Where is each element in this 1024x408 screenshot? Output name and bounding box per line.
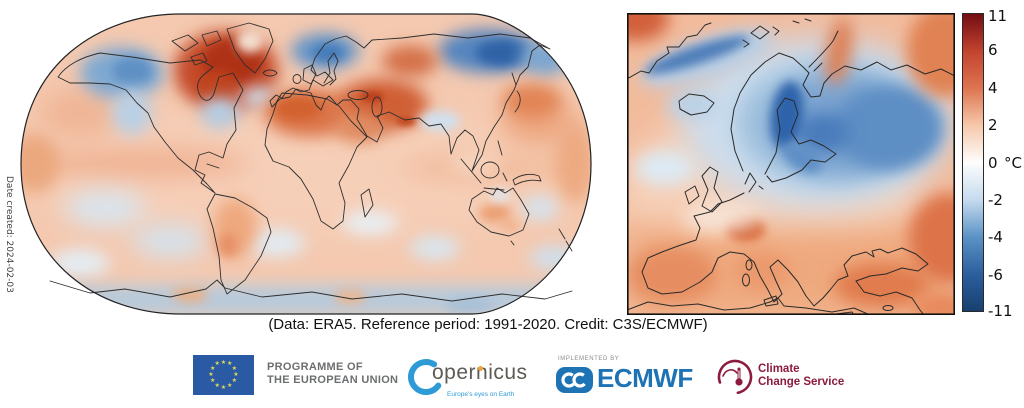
eu-flag-star-icon: ★ <box>209 365 216 372</box>
copernicus-logo: opernicus Europe's eyes on Earth <box>406 352 541 402</box>
copernicus-tagline: Europe's eyes on Earth <box>447 391 515 398</box>
c3s-label-line2: Change Service <box>758 376 845 388</box>
eu-programme-label: PROGRAMME OF THE EUROPEAN UNION <box>267 361 398 387</box>
copernicus-c-swoosh-icon <box>408 359 444 395</box>
colorbar-tick-labels: 11 6 4 2 0 -2 -4 -6 -11 °C <box>988 7 1024 320</box>
c3s-label: Climate Change Service <box>758 363 844 389</box>
eu-flag-star-icon: ★ <box>227 361 233 368</box>
eu-flag-star-icon: ★ <box>227 382 233 389</box>
colorbar-unit-label: °C <box>1004 153 1022 172</box>
c3s-logo: Climate Change Service <box>714 354 854 402</box>
global-anomaly-map <box>20 13 592 315</box>
c3s-label-line1: Climate <box>758 363 800 375</box>
colorbar <box>962 13 984 312</box>
eu-flag-star-icon: ★ <box>214 382 220 389</box>
eu-flag-star-icon: ★ <box>220 359 227 366</box>
ecmwf-logo: IMPLEMENTED BY ECMWF <box>556 356 716 400</box>
colorbar-tick-label: 6 <box>988 41 998 60</box>
europe-map-border <box>627 13 955 315</box>
date-created-label: Date created: 2024-02-03 <box>4 176 14 293</box>
coastlines-europe <box>627 18 955 315</box>
eu-flag-star-icon: ★ <box>209 378 216 385</box>
colorbar-tick-label: 11 <box>988 6 1008 25</box>
ecmwf-kicker-label: IMPLEMENTED BY <box>558 356 620 362</box>
colorbar-tick-label: 2 <box>988 116 998 135</box>
copernicus-satellite-dot-icon <box>478 366 483 371</box>
c3s-emblem-icon <box>717 359 753 395</box>
eu-programme-line1: PROGRAMME OF <box>267 361 363 373</box>
eu-programme-line2: THE EUROPEAN UNION <box>267 374 399 386</box>
eu-flag-star-icon: ★ <box>220 384 227 391</box>
eu-flag-star-icon: ★ <box>208 372 214 378</box>
eu-flag-star-icon: ★ <box>233 372 239 378</box>
anomaly-field-europe <box>627 13 955 315</box>
colorbar-tick-label: -2 <box>988 190 1003 209</box>
eu-flag-star-icon: ★ <box>214 361 220 368</box>
eu-flag-star-icon: ★ <box>231 378 238 385</box>
copernicus-wordmark: opernicus <box>432 361 528 384</box>
coastlines-global <box>49 22 573 302</box>
anomaly-field-global <box>21 14 591 314</box>
colorbar-tick-label: -4 <box>988 228 1003 247</box>
eu-flag-star-icon: ★ <box>231 365 238 372</box>
ecmwf-emblem-icon <box>556 367 593 393</box>
colorbar-tick-label: 4 <box>988 78 998 97</box>
figure-caption: (Data: ERA5. Reference period: 1991-2020… <box>268 316 708 333</box>
map-outline <box>20 13 592 315</box>
eu-flag-icon: ★ ★ ★ ★ ★ ★ ★ ★ ★ ★ ★ ★ <box>193 355 254 395</box>
europe-anomaly-map <box>627 13 955 315</box>
colorbar-tick-label: -11 <box>988 301 1013 320</box>
colorbar-tick-label: -6 <box>988 265 1003 284</box>
ecmwf-wordmark: ECMWF <box>597 363 693 393</box>
colorbar-tick-label: 0 <box>988 153 998 172</box>
